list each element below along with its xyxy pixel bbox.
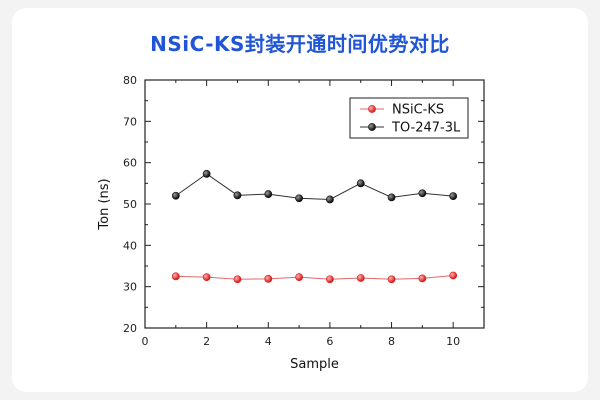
data-point-1 [326, 195, 334, 204]
series-line-1 [175, 173, 454, 200]
data-point-1 [264, 190, 273, 198]
x-tick-label: 8 [388, 335, 395, 348]
data-point-1 [171, 191, 180, 200]
legend-box [349, 97, 469, 139]
y-tick-label: 20 [123, 322, 137, 335]
data-point-1 [449, 192, 458, 201]
x-tick-label: 2 [203, 335, 210, 348]
data-point-0 [202, 273, 211, 282]
data-point-1 [356, 179, 365, 188]
series-line-0 [175, 275, 454, 280]
legend-label-0: NSiC-KS [392, 103, 444, 118]
y-axis-label: Ton (ns) [97, 178, 112, 230]
y-tick-label: 40 [123, 239, 137, 252]
y-tick-label: 30 [123, 281, 137, 294]
x-tick-label: 10 [446, 335, 460, 348]
legend-marker-0 [368, 105, 376, 113]
data-point-1 [202, 169, 211, 178]
x-tick-label: 6 [326, 335, 333, 348]
y-tick-label: 70 [123, 115, 137, 128]
legend-marker-1 [368, 123, 376, 131]
x-axis-label: Sample [290, 357, 339, 372]
chart-title: NSiC-KS封装开通时间优势对比 [150, 32, 450, 56]
data-point-0 [264, 274, 273, 283]
x-tick-label: 4 [265, 335, 272, 348]
data-point-0 [233, 275, 242, 284]
y-tick-label: 50 [123, 198, 137, 211]
data-point-0 [171, 272, 180, 281]
data-point-1 [233, 191, 242, 200]
data-point-1 [418, 189, 427, 198]
data-point-0 [295, 273, 303, 282]
data-point-0 [356, 274, 365, 282]
x-tick-label: 0 [142, 335, 149, 348]
data-point-0 [449, 271, 458, 280]
data-point-1 [295, 194, 303, 203]
data-point-0 [387, 275, 396, 284]
data-point-0 [418, 274, 427, 283]
y-tick-label: 80 [123, 74, 137, 87]
data-point-0 [326, 275, 334, 284]
y-tick-label: 60 [123, 157, 137, 170]
legend-label-1: TO-247-3L [391, 121, 461, 136]
data-point-1 [387, 193, 396, 202]
